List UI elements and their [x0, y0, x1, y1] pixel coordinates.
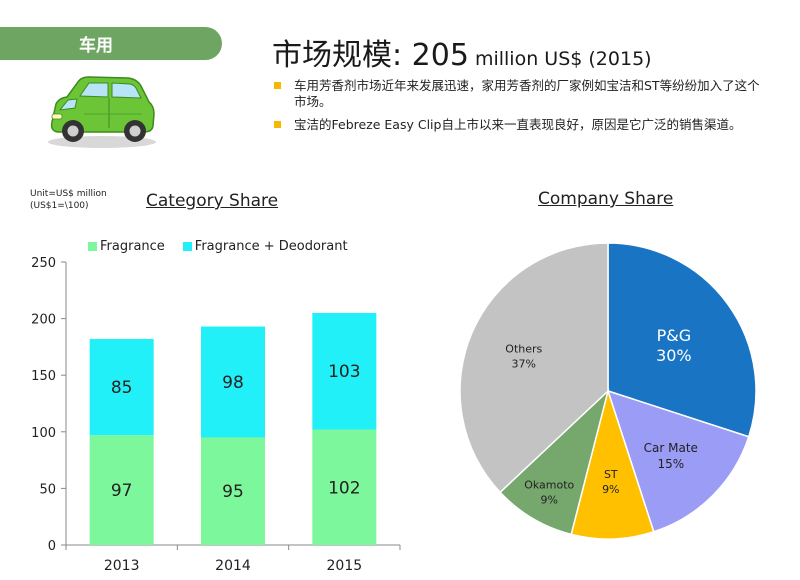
bar-data-label: 102	[328, 478, 360, 498]
legend-swatch	[182, 242, 192, 251]
bar-segment	[312, 429, 377, 545]
bar-data-label: 103	[328, 362, 360, 382]
x-tick-label: 2013	[104, 558, 140, 574]
bar-chart-title: Category Share	[146, 191, 279, 211]
legend-label: Fragrance	[100, 239, 165, 254]
unit-note-line: (US$1=\100)	[30, 201, 89, 211]
section-tag: 车用	[0, 27, 222, 60]
y-tick-label: 0	[48, 539, 56, 554]
pie-slice-percent: 9%	[541, 493, 558, 506]
pie-slice-label: Others	[505, 343, 542, 356]
pie-chart-title: Company Share	[538, 189, 674, 209]
pie-slice-percent: 30%	[656, 346, 692, 365]
bar-segment	[201, 326, 265, 438]
bar-data-label: 97	[111, 481, 133, 501]
legend-swatch	[88, 242, 97, 251]
pie-slice	[570, 388, 655, 540]
section-tag-label: 车用	[79, 36, 113, 56]
pie-slice-label: P&G	[657, 326, 692, 345]
pie-slice-percent: 15%	[657, 457, 684, 471]
title-unit: million US$ (2015)	[468, 48, 652, 70]
bar-segment	[89, 338, 154, 436]
pie-slice	[606, 389, 750, 533]
pie-slice	[499, 388, 610, 536]
bullet-square-icon	[274, 121, 281, 128]
y-tick-label: 200	[31, 313, 56, 328]
pie-slice-label: Car Mate	[644, 441, 698, 455]
y-tick-label: 250	[31, 256, 56, 271]
bar-data-label: 98	[222, 373, 244, 393]
legend-label: Fragrance + Deodorant	[194, 239, 348, 254]
unit-note-line: Unit=US$ million	[30, 189, 107, 199]
y-tick-label: 50	[39, 482, 56, 497]
pie-slice	[607, 242, 757, 438]
x-tick-label: 2015	[327, 558, 363, 574]
bar-segment	[201, 437, 265, 545]
bullet-item: 车用芳香剂市场近年来发展迅速，家用芳香剂的厂家例如宝洁和ST等纷纷加入了这个市场…	[272, 78, 762, 110]
bar-segment	[312, 312, 377, 430]
legend-item-fragrance-deodorant: Fragrance + Deodorant	[182, 239, 348, 254]
title-value: 205	[411, 38, 469, 73]
pie-slice-label: ST	[604, 468, 618, 481]
bar-data-label: 95	[222, 482, 244, 502]
green-car-icon	[48, 76, 156, 148]
page-title: 市场规模: 205 million US$ (2015)	[272, 30, 652, 74]
bar-data-label: 85	[111, 378, 133, 398]
bullet-item: 宝洁的Febreze Easy Clip自上市以来一直表现良好，原因是它广泛的销…	[272, 117, 762, 133]
legend-item-fragrance: Fragrance	[88, 239, 165, 254]
pie-slice-label: Okamoto	[524, 478, 574, 491]
bullet-text: 宝洁的Febreze Easy Clip自上市以来一直表现良好，原因是它广泛的销…	[294, 117, 742, 132]
bar-segment	[89, 435, 154, 545]
pie-slice-percent: 9%	[602, 483, 619, 496]
y-tick-label: 100	[31, 426, 56, 441]
pie-slice-percent: 37%	[512, 358, 536, 371]
title-main: 市场规模:	[272, 38, 412, 73]
x-tick-label: 2014	[215, 558, 251, 574]
bullet-list: 车用芳香剂市场近年来发展迅速，家用芳香剂的厂家例如宝洁和ST等纷纷加入了这个市场…	[272, 78, 762, 140]
unit-note: Unit=US$ million (US$1=\100)	[30, 188, 107, 212]
y-tick-label: 150	[31, 369, 56, 384]
bar-chart-legend: Fragrance Fragrance + Deodorant	[88, 239, 348, 254]
bullet-square-icon	[274, 82, 281, 89]
pie-slice	[459, 242, 609, 494]
bullet-text: 车用芳香剂市场近年来发展迅速，家用芳香剂的厂家例如宝洁和ST等纷纷加入了这个市场…	[294, 78, 760, 109]
